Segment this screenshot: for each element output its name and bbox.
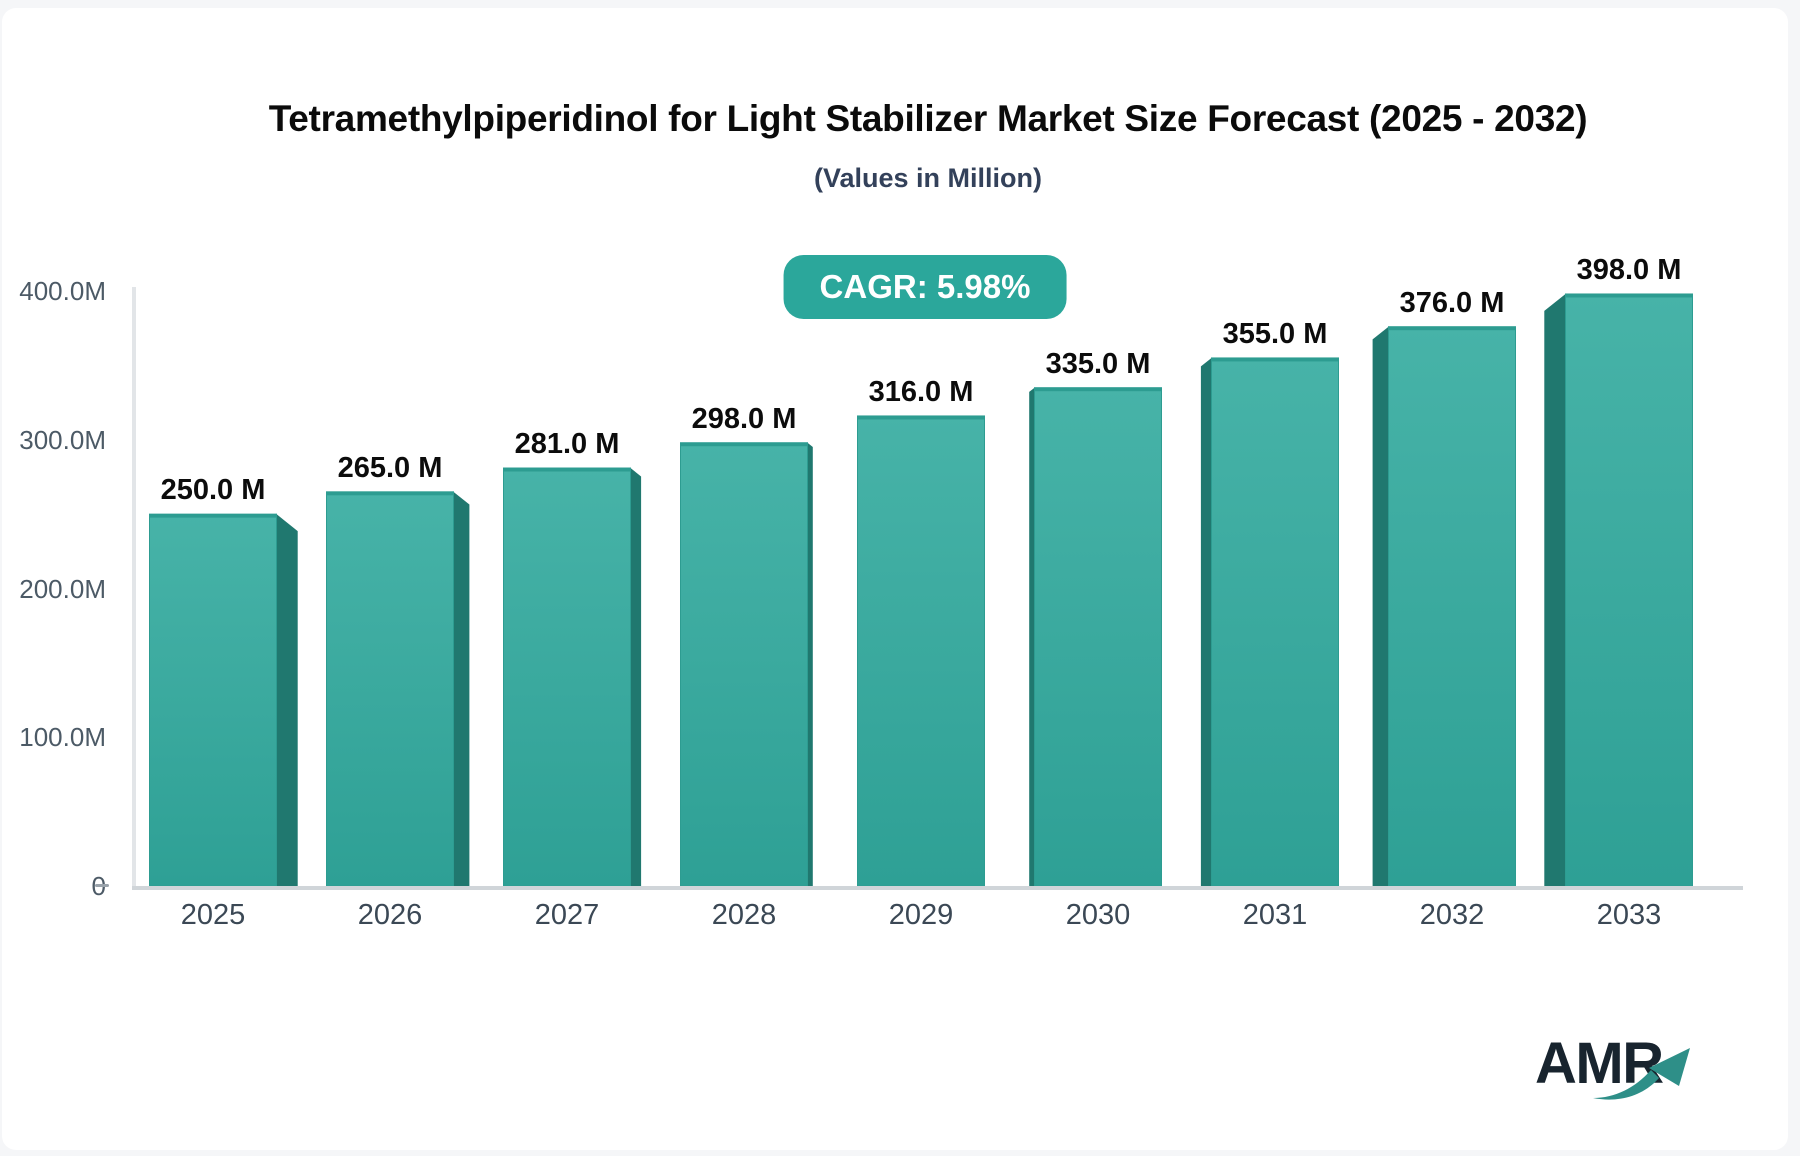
bar-2026: [326, 491, 454, 887]
brand-logo: AMR: [1535, 1034, 1715, 1108]
bar-top-edge-2029: [857, 415, 985, 420]
x-axis-label-2028: 2028: [711, 899, 777, 931]
bar-side-2031: [1200, 357, 1212, 886]
bar-side-2033: [1544, 293, 1566, 887]
x-axis-label-2030: 2030: [1065, 899, 1131, 931]
bar-value-label-2032: 376.0 M: [1399, 286, 1505, 319]
bar-top-edge-2033: [1565, 293, 1693, 298]
cagr-badge: CAGR: 5.98%: [783, 255, 1067, 319]
bar-value-label-2029: 316.0 M: [868, 375, 974, 408]
axes-group: [132, 287, 1743, 890]
y-tick-label-400: 400.0M: [19, 276, 106, 306]
bar-value-label-2030: 335.0 M: [1045, 347, 1151, 380]
bar-top-edge-2031: [1211, 357, 1339, 362]
chart-title: Tetramethylpiperidinol for Light Stabili…: [268, 98, 1588, 139]
bar-value-label-2026: 265.0 M: [337, 451, 443, 484]
y-tick-label-200: 200.0M: [19, 573, 106, 604]
bar-top-edge-2026: [326, 491, 454, 496]
x-axis-label-2031: 2031: [1242, 899, 1308, 931]
bar-2030: [1034, 387, 1162, 887]
x-axis-line: [132, 886, 1743, 890]
chart-subtitle: (Values in Million): [813, 163, 1043, 193]
bar-side-2032: [1372, 326, 1389, 886]
bar-2031: [1211, 357, 1339, 887]
bar-value-label-2031: 355.0 M: [1222, 317, 1328, 350]
bar-side-2026: [453, 491, 470, 886]
growth-arrow-icon: [1593, 1048, 1690, 1100]
x-axis-label-2025: 2025: [180, 899, 246, 931]
x-axis-label-2032: 2032: [1419, 899, 1485, 931]
bar-2027: [503, 467, 631, 887]
x-axis-label-2027: 2027: [534, 899, 600, 931]
bar-value-label-2027: 281.0 M: [514, 428, 620, 460]
y-axis-line: [132, 287, 136, 890]
bar-side-2027: [630, 468, 642, 886]
y-tick-label-0: 0: [0, 869, 106, 903]
x-axis-label-2029: 2029: [888, 899, 954, 931]
bar-value-label-2033: 398.0 M: [1576, 253, 1682, 286]
y-tick-label-300: 300.0M: [19, 424, 106, 455]
bar-side-2028: [807, 442, 813, 886]
bar-2028: [680, 442, 808, 887]
bar-side-2030: [1029, 387, 1035, 886]
y-tick-label-100: 100.0M: [19, 722, 106, 753]
bar-2029: [857, 415, 985, 887]
bar-2032: [1388, 326, 1516, 887]
bar-value-label-2025: 250.0 M: [160, 474, 266, 507]
bar-top-edge-2028: [680, 442, 808, 447]
bar-2025: [149, 513, 277, 887]
bar-top-edge-2027: [503, 468, 631, 472]
bar-side-2025: [276, 514, 298, 886]
bars-group: [149, 293, 1693, 887]
bar-top-edge-2030: [1034, 387, 1162, 392]
bar-2033: [1565, 293, 1693, 887]
bar-value-label-2028: 298.0 M: [691, 402, 797, 435]
bar-top-edge-2032: [1388, 326, 1516, 331]
x-axis-label-2033: 2033: [1596, 899, 1662, 931]
bar-top-edge-2025: [149, 514, 277, 518]
zero-tick-mark: [95, 884, 109, 887]
x-axis-label-2026: 2026: [357, 899, 423, 931]
